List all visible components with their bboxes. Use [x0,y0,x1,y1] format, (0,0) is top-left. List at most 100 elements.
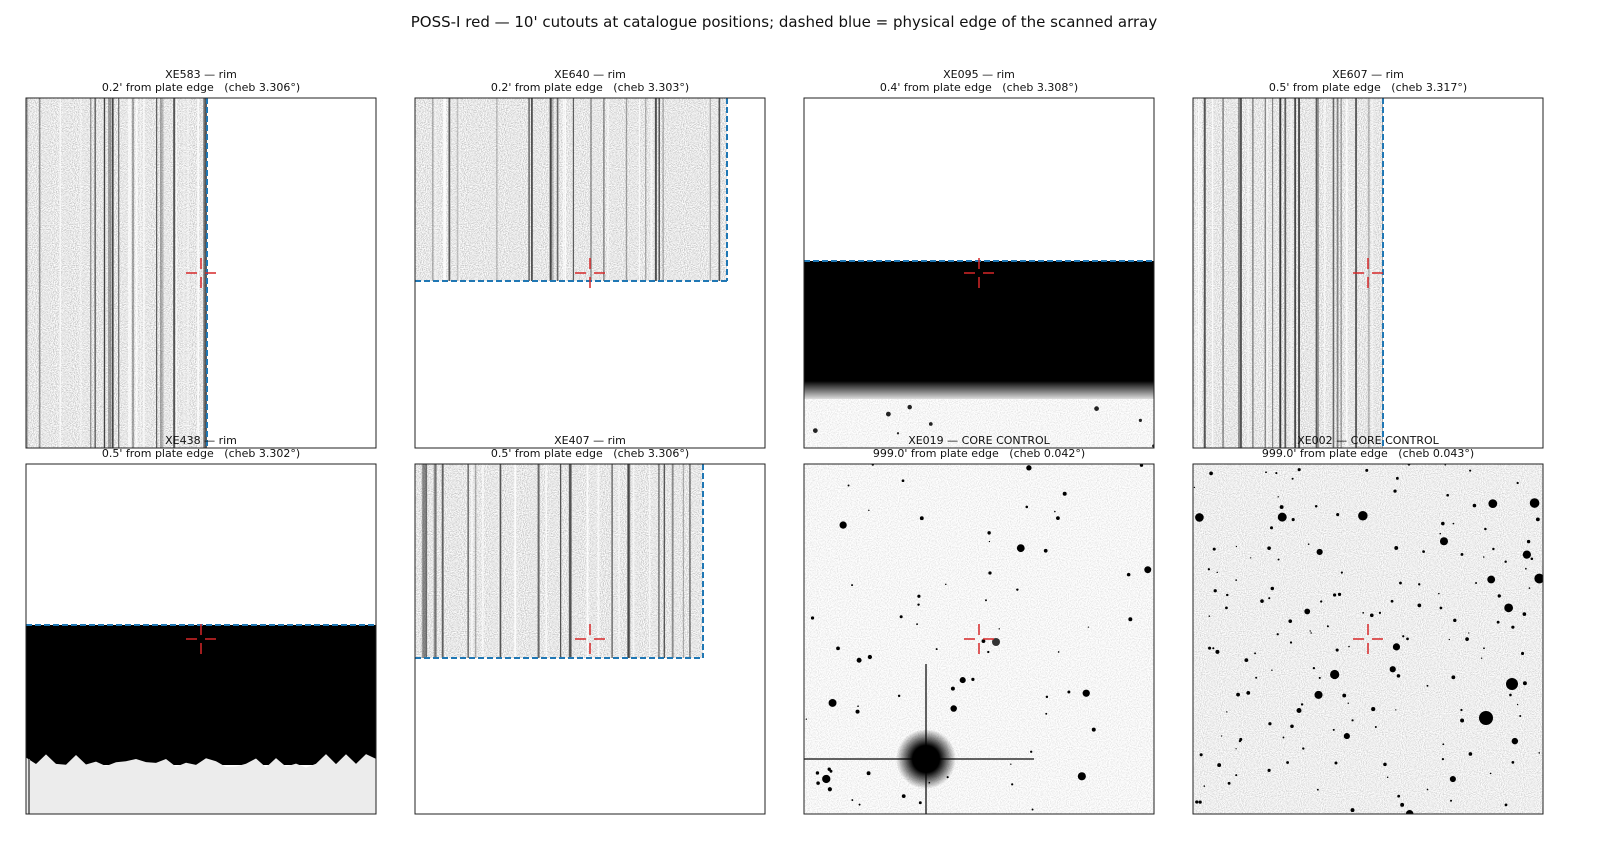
star [1374,726,1377,729]
scan-streak [456,98,459,281]
scan-streak [471,464,473,658]
scan-streak [134,98,137,448]
star [1337,592,1342,597]
star [1297,468,1301,472]
star [950,705,957,712]
star [1290,724,1294,729]
star [868,509,870,512]
scan-streak [569,464,572,658]
star [981,639,986,644]
star [1530,557,1534,561]
frame [25,463,377,815]
panel-title: XE095 — rim [943,68,1015,81]
star [1371,707,1376,712]
star [1011,783,1014,786]
star [1538,752,1541,754]
star [1314,690,1323,699]
star [1250,557,1252,559]
star [1489,772,1492,775]
scan-streak [498,464,500,658]
star [1277,512,1287,522]
star [1516,481,1519,485]
star [1026,465,1032,471]
star [816,781,820,785]
star [1309,630,1311,632]
scan-streak [143,98,145,448]
frame [803,97,1155,449]
star [1276,633,1279,636]
star [1397,794,1401,798]
star [1441,521,1445,526]
star [1296,708,1302,713]
star [1269,526,1274,530]
star [857,705,859,708]
star [918,801,922,805]
star [988,571,992,575]
star [885,411,891,417]
star [1460,718,1465,723]
star [1526,539,1531,544]
scan-streak [1315,98,1317,448]
star [1406,637,1409,641]
scan-streak [444,98,447,281]
scan-streak [528,98,530,281]
star [1304,608,1311,615]
star [1094,406,1099,412]
star [1475,582,1478,584]
scan-streak [1279,98,1281,448]
star [1451,675,1456,680]
star [1522,681,1527,686]
scan-streak [597,464,600,658]
star [1449,775,1456,783]
star [1334,761,1338,765]
star [1335,648,1339,652]
star [1378,611,1382,614]
scan-streak [160,98,162,448]
star [1511,625,1515,629]
star [1279,505,1284,510]
scan-streak [531,98,533,281]
scan-streak [1317,98,1319,448]
star [1483,647,1485,650]
star [901,794,906,799]
cutout-image [1193,98,1543,448]
star [1277,558,1280,561]
scan-streak [545,464,547,658]
star [1522,550,1531,559]
star [836,646,840,651]
scan-noise [1193,98,1383,448]
star [1480,657,1483,659]
scan-streak [1284,98,1287,448]
panel-title: XE640 — rim [554,68,626,81]
panel-subtitle: 0.2' from plate edge (cheb 3.306°) [102,81,300,94]
scan-streak [562,98,565,281]
scan-streak [1272,98,1274,448]
star [1444,464,1446,466]
star [1217,763,1222,768]
star [1340,571,1343,574]
scan-streak [1200,98,1202,448]
star [829,769,833,773]
star [1320,600,1323,603]
cutout [803,463,1155,815]
star [1446,493,1449,497]
star [1395,476,1399,480]
star [1062,491,1067,496]
frame [803,463,1155,815]
scan-streak [59,98,61,448]
star [1212,547,1216,551]
scan-streak [645,98,647,281]
star [919,516,924,521]
scan-streak [132,98,135,448]
scan-noise [26,98,207,448]
star [1460,552,1464,556]
scan-streak [1197,98,1200,448]
scan-streak [650,98,653,281]
scan-streak [627,464,630,658]
star [1267,768,1271,772]
cutout-image [415,464,765,814]
star [1399,581,1402,585]
star [1291,477,1294,480]
star [1195,800,1199,804]
star [987,531,991,535]
